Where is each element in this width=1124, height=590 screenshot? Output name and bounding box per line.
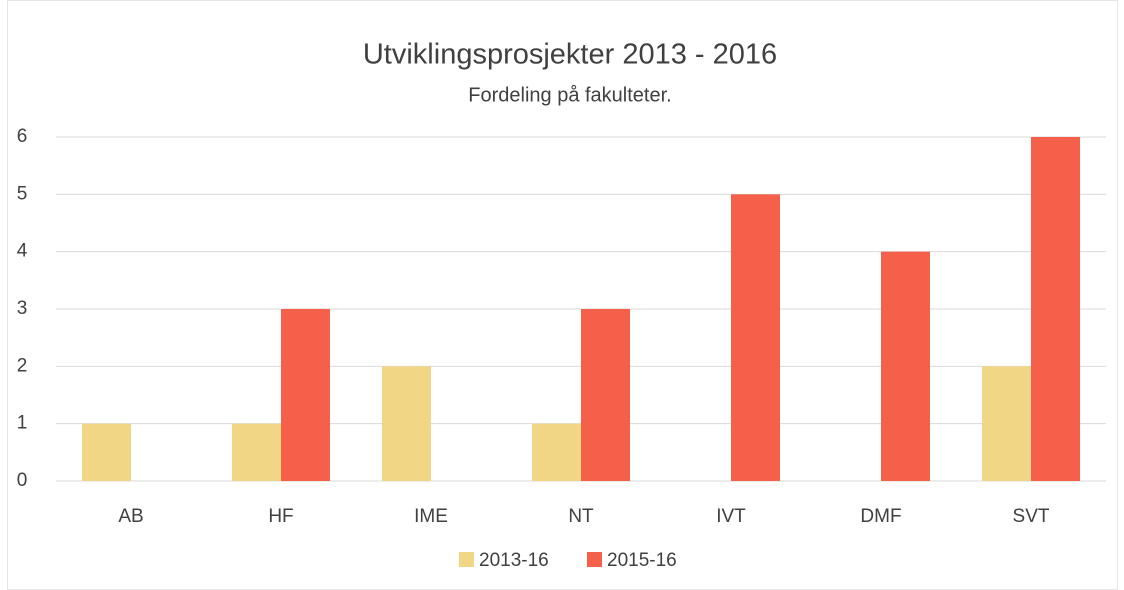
chart-title: Utviklingsprosjekter 2013 - 2016 — [363, 39, 777, 71]
bar — [82, 423, 131, 481]
y-tick-label: 1 — [17, 413, 28, 434]
x-tick-label: SVT — [1013, 506, 1050, 527]
x-tick-label: IVT — [716, 506, 746, 527]
x-tick-label: AB — [118, 506, 143, 527]
bar — [532, 423, 581, 481]
legend-label: 2015-16 — [607, 550, 677, 571]
x-tick-label: NT — [568, 506, 594, 527]
legend-swatch — [459, 552, 474, 567]
y-tick-label: 5 — [17, 183, 28, 204]
y-tick-label: 4 — [17, 241, 28, 262]
y-tick-label: 3 — [17, 298, 28, 319]
bar — [232, 423, 281, 481]
bar — [731, 194, 780, 482]
x-tick-label: DMF — [860, 506, 901, 527]
bar — [581, 309, 630, 481]
y-tick-label: 2 — [17, 355, 28, 376]
x-tick-label: IME — [414, 506, 448, 527]
bar — [1031, 137, 1080, 481]
y-tick-label: 0 — [17, 470, 28, 491]
x-tick-label: HF — [268, 506, 293, 527]
bar — [881, 251, 930, 481]
legend-label: 2013-16 — [479, 550, 549, 571]
y-tick-label: 6 — [17, 126, 28, 147]
bar — [281, 309, 330, 481]
bar — [382, 366, 431, 481]
chart-subtitle: Fordeling på fakulteter. — [468, 84, 671, 106]
bar — [982, 366, 1031, 481]
legend-swatch — [587, 552, 602, 567]
